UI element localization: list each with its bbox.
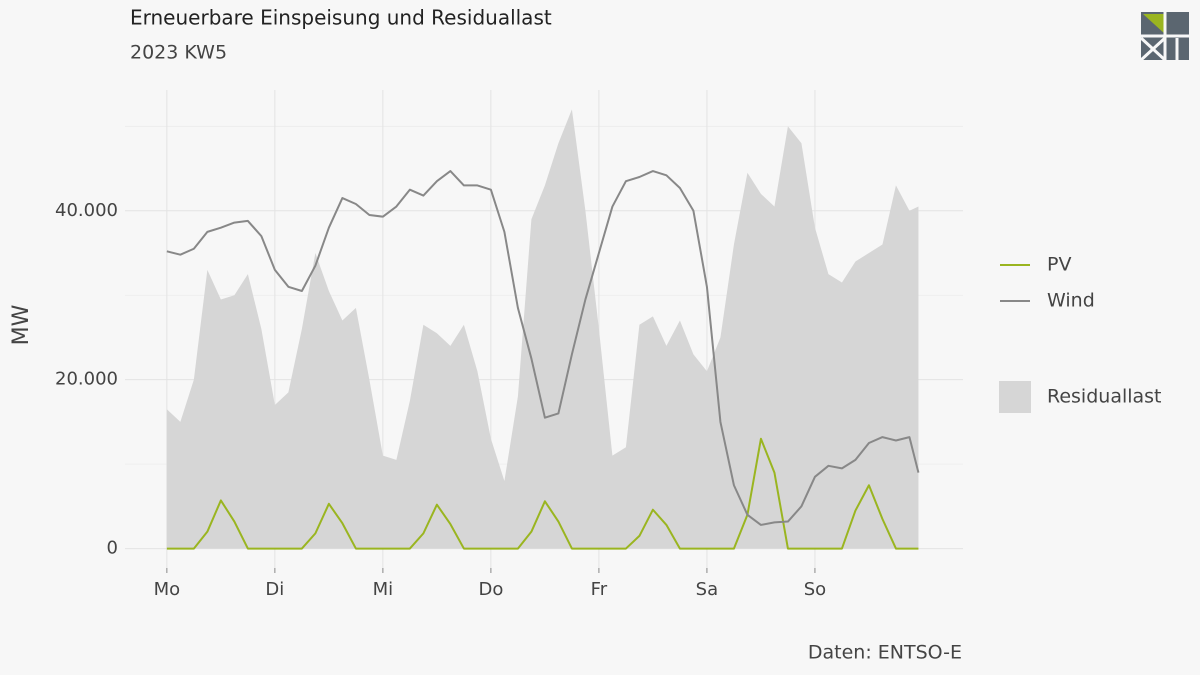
y-axis-label: MW	[9, 304, 34, 345]
y-tick-label: 40.000	[55, 200, 118, 221]
x-tick-label: Di	[265, 579, 284, 600]
chart-subtitle: 2023 KW5	[130, 42, 227, 64]
x-tick-label: Sa	[696, 579, 718, 600]
y-tick-label: 20.000	[55, 369, 118, 390]
area	[166, 109, 919, 549]
chart-title: Erneuerbare Einspeisung und Residuallast	[130, 6, 552, 30]
x-tick-label: Fr	[591, 579, 608, 600]
x-tick-label: Do	[478, 579, 503, 600]
y-tick-label: 0	[107, 538, 118, 559]
line	[166, 170, 920, 526]
legend-label: Wind	[1047, 290, 1095, 312]
x-tick-label: Mi	[373, 579, 394, 600]
legend-swatch	[999, 381, 1031, 413]
x-tick-label: Mo	[154, 579, 181, 600]
legend-label: Residuallast	[1047, 386, 1162, 408]
legend-label: PV	[1047, 254, 1071, 276]
logo-mark	[1143, 14, 1165, 34]
x-tick-label: So	[804, 579, 826, 600]
logo-line	[1139, 36, 1167, 62]
line	[166, 437, 919, 550]
source: Daten: ENTSO-E	[808, 642, 962, 664]
logo	[1139, 12, 1189, 62]
